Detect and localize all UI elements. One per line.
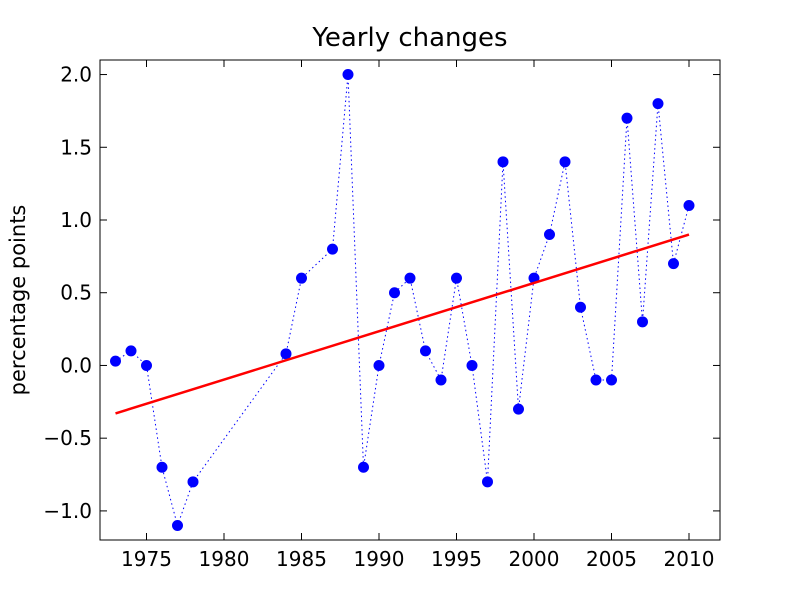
plot-area: 1975 1980 1985 1990 1995 2000 2005 2010 −1.0 −0.5… <box>43 59 721 571</box>
data-point <box>358 461 369 473</box>
trend-line <box>115 233 690 415</box>
data-point <box>327 243 338 255</box>
data-point <box>389 287 400 299</box>
data-point <box>606 374 617 386</box>
data-point <box>668 258 679 270</box>
x-tick-label: 1990 <box>354 547 405 571</box>
y-tick-label: 0.0 <box>60 353 92 377</box>
data-point <box>296 272 307 284</box>
data-point <box>172 519 183 531</box>
data-point <box>544 229 555 241</box>
plot-frame <box>99 59 721 541</box>
series-line <box>115 74 690 528</box>
data-point <box>125 345 137 357</box>
data-point <box>683 199 695 211</box>
data-point <box>466 359 478 371</box>
data-point <box>482 476 493 488</box>
data-point <box>559 156 571 168</box>
x-tick-label: 1985 <box>276 547 327 571</box>
data-point <box>590 374 602 386</box>
data-point <box>420 345 431 357</box>
x-tick-label: 1980 <box>199 547 250 571</box>
data-point <box>497 156 509 168</box>
x-tick-label: 1975 <box>121 547 172 571</box>
data-point <box>451 272 462 284</box>
y-tick-label: 1.5 <box>60 135 92 159</box>
y-tick-label: −1.0 <box>43 499 92 523</box>
data-point <box>187 476 199 488</box>
x-tick-label: 1995 <box>431 547 482 571</box>
y-axis-label: percentage points <box>6 205 30 396</box>
data-point <box>435 374 447 386</box>
data-point <box>404 272 416 284</box>
chart-title: Yearly changes <box>311 23 507 53</box>
data-point <box>141 359 152 371</box>
x-tick-label: 2000 <box>509 547 560 571</box>
data-point <box>621 112 633 124</box>
data-point <box>373 359 385 371</box>
data-point <box>575 301 586 313</box>
data-point <box>652 98 664 110</box>
x-tick-label: 2010 <box>664 547 715 571</box>
y-tick-label: −0.5 <box>43 426 92 450</box>
y-tick-label: 2.0 <box>60 63 92 87</box>
y-tick-label: 1.0 <box>60 208 92 232</box>
y-tick-label: 0.5 <box>60 281 92 305</box>
data-point <box>342 69 354 81</box>
x-tick-label: 2005 <box>586 547 637 571</box>
data-point <box>280 348 292 360</box>
data-point <box>513 403 524 415</box>
data-point <box>637 316 648 328</box>
data-point <box>156 461 168 473</box>
data-point <box>110 355 121 367</box>
